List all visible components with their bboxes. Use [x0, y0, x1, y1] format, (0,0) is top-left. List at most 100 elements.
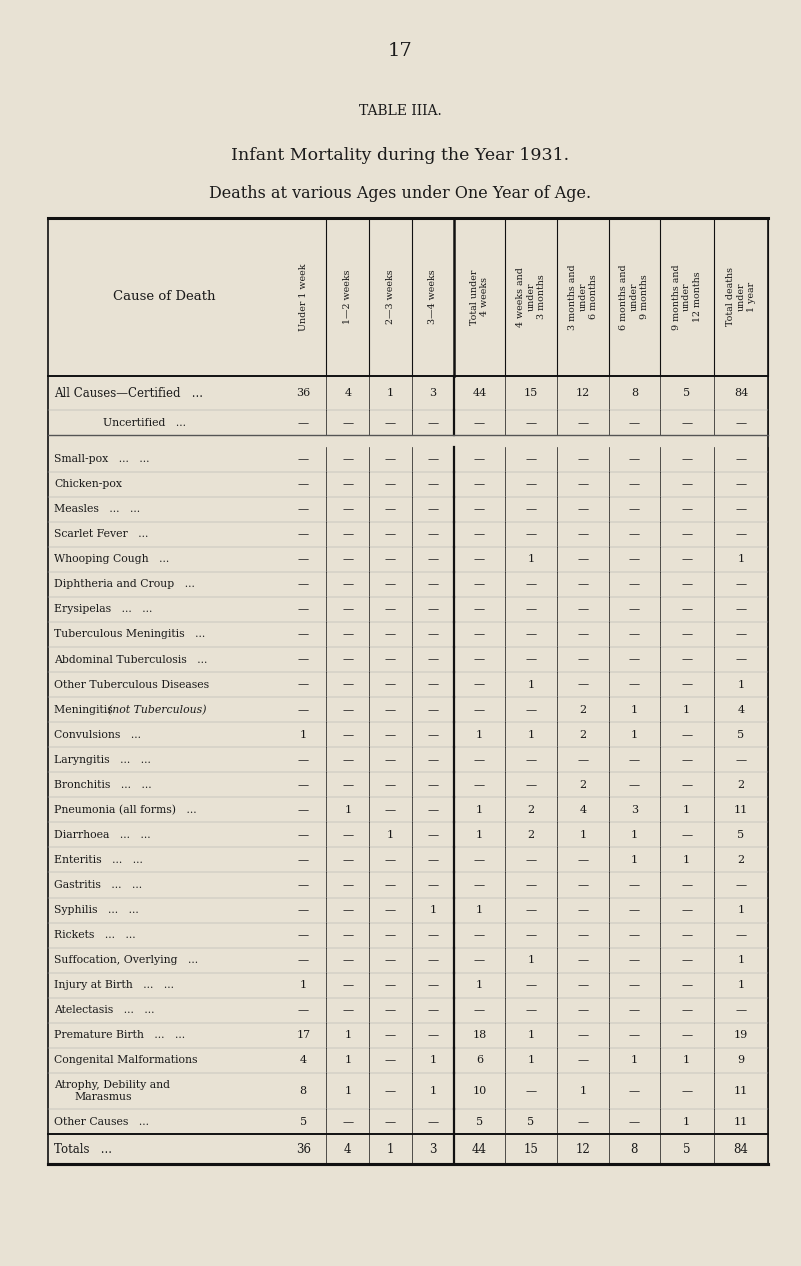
Text: —: — [298, 931, 309, 941]
Text: —: — [525, 454, 537, 465]
Text: —: — [681, 680, 692, 690]
Text: —: — [681, 529, 692, 539]
Text: —: — [298, 504, 309, 514]
Text: —: — [578, 454, 589, 465]
Text: —: — [525, 655, 537, 665]
Text: —: — [342, 780, 353, 790]
Text: —: — [428, 504, 438, 514]
Text: 3: 3 [429, 1143, 437, 1156]
Text: —: — [428, 830, 438, 839]
Text: 15: 15 [524, 389, 538, 398]
Text: Bronchitis   ...   ...: Bronchitis ... ... [54, 780, 151, 790]
Text: Measles   ...   ...: Measles ... ... [54, 504, 140, 514]
Text: TABLE IIIA.: TABLE IIIA. [359, 104, 441, 118]
Text: —: — [681, 880, 692, 890]
Text: —: — [384, 705, 396, 714]
Text: 1: 1 [344, 1086, 352, 1096]
Text: —: — [578, 755, 589, 765]
Text: —: — [525, 705, 537, 714]
Text: 1: 1 [527, 1056, 534, 1066]
Text: 5: 5 [683, 1143, 690, 1156]
Text: —: — [525, 529, 537, 539]
Text: 9: 9 [738, 1056, 744, 1066]
Text: 1: 1 [344, 1056, 352, 1066]
Text: —: — [428, 931, 438, 941]
Text: —: — [384, 780, 396, 790]
Text: —: — [384, 880, 396, 890]
Text: —: — [629, 905, 640, 915]
Text: —: — [298, 680, 309, 690]
Text: 36: 36 [296, 1143, 311, 1156]
Text: 2: 2 [579, 780, 586, 790]
Text: 3 months and
under
6 months: 3 months and under 6 months [568, 265, 598, 330]
Text: 1: 1 [527, 555, 534, 565]
Text: —: — [342, 931, 353, 941]
Text: —: — [342, 980, 353, 990]
Text: —: — [384, 729, 396, 739]
Text: 5: 5 [738, 729, 744, 739]
Text: 11: 11 [734, 1086, 748, 1096]
Text: —: — [629, 680, 640, 690]
Text: 2: 2 [579, 705, 586, 714]
Text: —: — [384, 680, 396, 690]
Text: —: — [681, 755, 692, 765]
Text: —: — [735, 580, 747, 590]
Text: —: — [474, 680, 485, 690]
Text: —: — [735, 454, 747, 465]
Text: —: — [298, 705, 309, 714]
Text: Cause of Death: Cause of Death [113, 290, 215, 304]
Text: —: — [428, 629, 438, 639]
Text: —: — [384, 805, 396, 815]
Text: —: — [525, 418, 537, 428]
Text: —: — [681, 629, 692, 639]
Text: 4: 4 [344, 1143, 352, 1156]
Text: —: — [525, 604, 537, 614]
Text: 2: 2 [738, 855, 744, 865]
Text: Marasmus: Marasmus [74, 1093, 131, 1103]
Text: 1: 1 [631, 855, 638, 865]
Text: —: — [578, 980, 589, 990]
Text: 8: 8 [630, 1143, 638, 1156]
Text: 6 months and
under
9 months: 6 months and under 9 months [619, 265, 650, 330]
Text: 17: 17 [296, 1031, 310, 1041]
Text: —: — [298, 1005, 309, 1015]
Text: 4: 4 [579, 805, 586, 815]
Text: —: — [681, 580, 692, 590]
Text: 1: 1 [476, 980, 483, 990]
Text: —: — [384, 418, 396, 428]
Text: —: — [525, 479, 537, 489]
Text: Syphilis   ...   ...: Syphilis ... ... [54, 905, 139, 915]
Text: —: — [629, 454, 640, 465]
Text: —: — [428, 1005, 438, 1015]
Text: 12: 12 [576, 389, 590, 398]
Text: Atelectasis   ...   ...: Atelectasis ... ... [54, 1005, 155, 1015]
Text: —: — [525, 504, 537, 514]
Text: 8: 8 [300, 1086, 307, 1096]
Text: 1: 1 [631, 705, 638, 714]
Text: Chicken-pox: Chicken-pox [54, 479, 122, 489]
Text: 2: 2 [579, 729, 586, 739]
Text: —: — [525, 855, 537, 865]
Text: —: — [681, 1031, 692, 1041]
Text: —: — [525, 780, 537, 790]
Text: —: — [474, 655, 485, 665]
Text: Small-pox   ...   ...: Small-pox ... ... [54, 454, 150, 465]
Text: —: — [298, 655, 309, 665]
Text: —: — [681, 780, 692, 790]
Text: —: — [384, 1086, 396, 1096]
Text: —: — [298, 880, 309, 890]
Text: 1: 1 [344, 1031, 352, 1041]
Text: —: — [681, 830, 692, 839]
Text: —: — [342, 529, 353, 539]
Text: Tuberculous Meningitis   ...: Tuberculous Meningitis ... [54, 629, 205, 639]
Text: 17: 17 [388, 42, 413, 60]
Text: —: — [428, 980, 438, 990]
Text: 1: 1 [527, 955, 534, 965]
Text: 3: 3 [631, 805, 638, 815]
Text: —: — [384, 1056, 396, 1066]
Text: —: — [384, 1005, 396, 1015]
Text: —: — [428, 855, 438, 865]
Text: —: — [525, 755, 537, 765]
Text: 2: 2 [738, 780, 744, 790]
Text: —: — [629, 880, 640, 890]
